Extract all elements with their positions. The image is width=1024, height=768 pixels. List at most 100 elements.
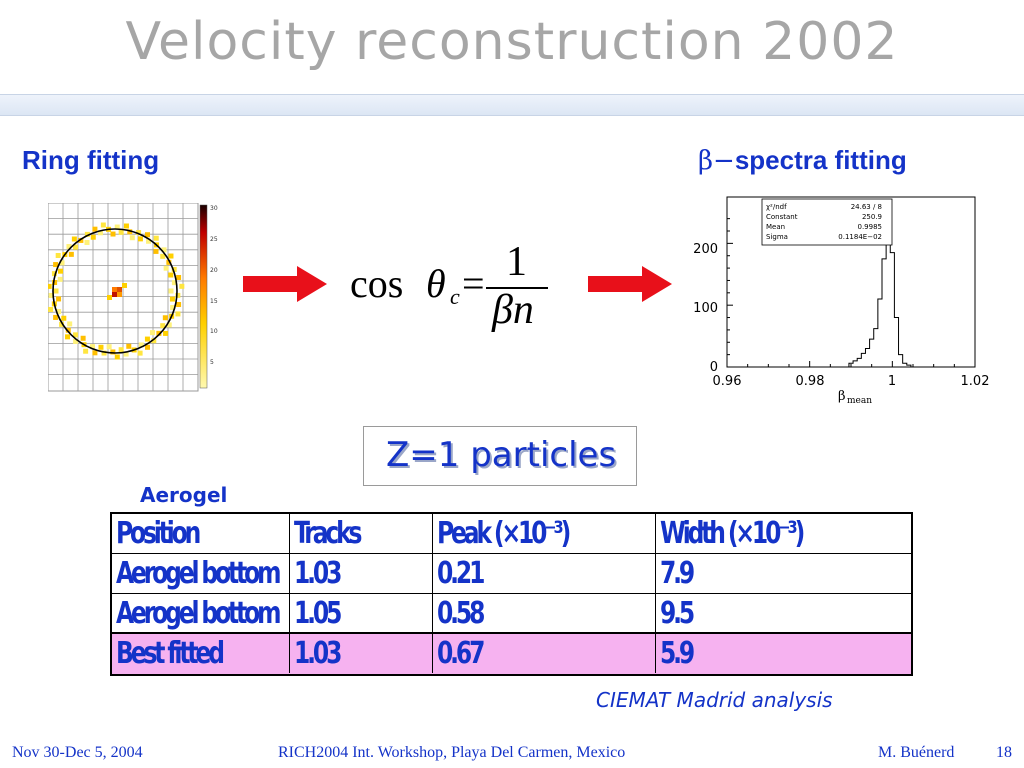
table-cell: 7.9 [656, 554, 911, 593]
ring-hit [53, 314, 59, 320]
ring-hit [168, 288, 174, 294]
formula-subscript-c: c [450, 284, 460, 309]
cell-text: 7.9 [660, 556, 695, 591]
ring-hit [168, 272, 174, 278]
header-peak: Peak (×10⁻³) [437, 516, 571, 551]
ring-hit [57, 276, 63, 282]
table-cell: 9.5 [656, 594, 911, 633]
ring-hit [144, 336, 150, 342]
cell-text: Aerogel bottom [116, 596, 281, 631]
ring-hit [176, 302, 182, 308]
ring-hit [48, 292, 54, 298]
ring-hit [162, 315, 168, 321]
ring-hit [126, 343, 132, 349]
ring-hit [53, 262, 59, 268]
ring-hit [101, 350, 107, 356]
beta-minus-prefix: β− [698, 146, 735, 176]
x-axis-label-sub: mean [847, 396, 872, 406]
ring-hit [160, 323, 166, 329]
cell-text: 1.03 [294, 636, 342, 671]
ring-hit [65, 327, 71, 333]
ring-hit [151, 338, 157, 344]
ring-hit [166, 322, 172, 328]
ring-hit [106, 344, 112, 350]
ring-hit [137, 350, 143, 356]
beta-spectrum-plot: χ²/ndf 24.63 / 8 Constant 250.9 Mean 0.9… [680, 195, 1000, 411]
title-divider-band [0, 94, 1024, 116]
ring-hit [80, 335, 86, 341]
ring-hit [179, 283, 185, 289]
ring-hit [110, 349, 116, 355]
ring-fitting-heading: Ring fitting [22, 145, 160, 175]
ring-hit [46, 283, 52, 289]
ring-hit [65, 334, 71, 340]
ring-hit [56, 296, 62, 302]
cherenkov-angle-formula: cos θ c = 1 βn [340, 239, 560, 340]
histogram-trace [848, 208, 912, 367]
ring-hit [61, 315, 67, 321]
ring-hit [114, 224, 120, 230]
table-header-row: Position Tracks Peak (×10⁻³) Width (×10⁻… [112, 514, 911, 554]
stat-label-sigma: Sigma [766, 233, 788, 241]
ring-hit [110, 231, 116, 237]
ring-hit [175, 311, 181, 317]
x-tick-102: 1.02 [961, 374, 990, 389]
ring-hit [149, 330, 155, 336]
ring-hit [145, 344, 150, 350]
formula-theta: θ [426, 261, 446, 306]
ring-hit [68, 251, 74, 257]
table-cell: 1.03 [290, 554, 433, 593]
header-cell: Tracks [290, 514, 433, 553]
footer-event: RICH2004 Int. Workshop, Playa Del Carmen… [278, 744, 626, 761]
fit-stats-box: χ²/ndf 24.63 / 8 Constant 250.9 Mean 0.9… [761, 198, 893, 246]
red-arrow-right-1 [243, 266, 328, 302]
ring-hit [90, 344, 96, 350]
ring-hit [146, 238, 152, 244]
table-cell: Aerogel bottom [112, 554, 290, 593]
ring-center-hit [117, 287, 122, 292]
formula-cos: cos [350, 261, 404, 306]
analysis-credit: CIEMAT Madrid analysis [596, 688, 833, 712]
ring-hit [73, 338, 79, 344]
footer-page-number: 18 [996, 744, 1012, 761]
header-tracks: Tracks [294, 516, 362, 551]
x-tick-1: 1 [888, 374, 896, 389]
ring-hit [56, 309, 62, 315]
ring-hit [84, 231, 90, 237]
cell-text: 0.58 [437, 596, 485, 631]
ring-hit [127, 229, 133, 235]
table-row: Aerogel bottom 1.03 0.21 7.9 [112, 554, 911, 594]
table-cell: 0.67 [433, 634, 656, 673]
header-cell: Position [112, 514, 290, 553]
formula-denominator: βn [492, 287, 534, 333]
footer-author: M. Buénerd [878, 744, 955, 761]
page-title: Velocity reconstruction 2002 [125, 12, 899, 72]
stat-value-mean: 0.9985 [858, 223, 883, 231]
ring-hit [66, 244, 72, 250]
ring-hit [48, 306, 54, 312]
table-cell: 5.9 [656, 634, 911, 673]
formula-fraction-bar [486, 287, 548, 289]
scale-tick-15: 15 [210, 298, 218, 305]
header-cell: Width (×10⁻³) [656, 514, 911, 553]
stat-value-sigma: 0.1184E−02 [838, 233, 882, 241]
ring-hit [118, 229, 124, 235]
ring-hit [153, 235, 159, 241]
stat-value-chi2: 24.63 / 8 [851, 203, 882, 211]
table-row-highlighted: Best fitted 1.03 0.67 5.9 [110, 632, 913, 676]
results-table: Position Tracks Peak (×10⁻³) Width (×10⁻… [110, 512, 913, 676]
ring-hit [59, 321, 65, 327]
formula-numerator: 1 [506, 239, 527, 285]
ring-hit [118, 347, 124, 353]
table-cell: Aerogel bottom [112, 594, 290, 633]
ring-hit [84, 240, 90, 246]
ring-hit [156, 330, 162, 336]
stat-label-chi2: χ²/ndf [766, 203, 787, 211]
ring-hit [83, 348, 89, 354]
cell-text: Best fitted [116, 636, 225, 671]
table-cell: 0.58 [433, 594, 656, 633]
ring-center-hit [112, 287, 117, 292]
ring-hit [90, 234, 96, 240]
ring-hit [92, 226, 98, 232]
ring-hit [53, 288, 59, 294]
